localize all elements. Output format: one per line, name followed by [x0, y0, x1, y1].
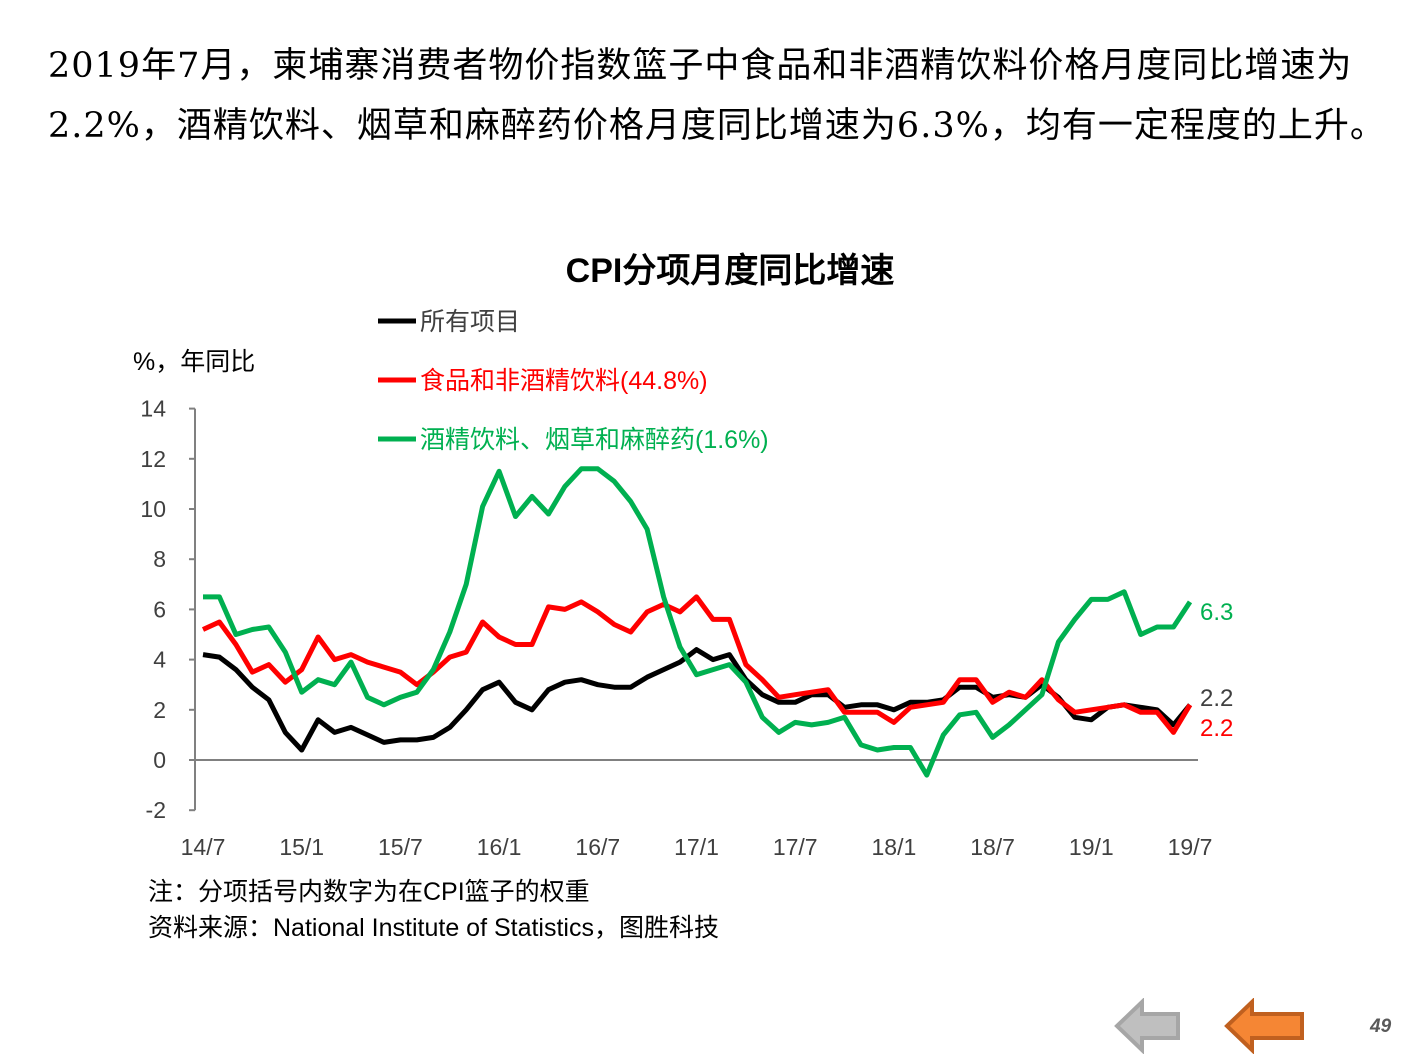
- y-tick-label: 8: [153, 546, 166, 572]
- y-tick-label: 6: [153, 596, 166, 622]
- y-tick-label: 0: [153, 747, 166, 773]
- left-arrow-icon: [1114, 998, 1180, 1054]
- y-tick-label: 2: [153, 697, 166, 723]
- end-value-label: 2.2: [1200, 685, 1233, 712]
- x-tick-label: 18/7: [970, 834, 1015, 860]
- series-group: 2.2 2.2 6.3: [201, 466, 1233, 778]
- series-line-2: [203, 466, 1193, 778]
- x-tick-label: 19/7: [1168, 834, 1213, 860]
- chart-note: 注：分项括号内数字为在CPI篮子的权重: [148, 878, 590, 906]
- series-line-1: [201, 594, 1193, 735]
- y-tick-label: 12: [140, 446, 166, 472]
- chart-source: 资料来源：National Institute of Statistics，图胜…: [148, 914, 719, 942]
- chart-title: CPI分项月度同比增速: [566, 252, 895, 290]
- y-tick-label: -2: [146, 797, 166, 823]
- intro-paragraph: 2019年7月，柬埔寨消费者物价指数篮子中食品和非酒精饮料价格月度同比增速为2.…: [48, 46, 1386, 146]
- y-tick-label: 10: [140, 496, 166, 522]
- y-tick-label: 4: [153, 647, 166, 673]
- legend-label: 酒精饮料、烟草和麻醉药(1.6%): [420, 426, 769, 454]
- x-tick-label: 17/7: [773, 834, 818, 860]
- back-arrow-button[interactable]: [1114, 998, 1182, 1054]
- x-tick-label: 14/7: [181, 834, 226, 860]
- x-tick-label: 18/1: [872, 834, 917, 860]
- x-tick-label: 16/1: [477, 834, 522, 860]
- x-tick-label: 17/1: [674, 834, 719, 860]
- previous-arrow-button[interactable]: [1224, 998, 1306, 1054]
- page-number: 49: [1370, 1016, 1392, 1037]
- y-tick-label: 14: [140, 396, 166, 422]
- legend-label: 所有项目: [420, 308, 520, 336]
- x-tick-label: 16/7: [575, 834, 620, 860]
- x-tick-label: 15/7: [378, 834, 423, 860]
- axes: 14 12 10 8 6 4 2 0 -2 14/7 15/1 15/7 16/1 16/7 17/1 17/…: [140, 396, 1212, 860]
- end-value-label: 6.3: [1200, 599, 1233, 626]
- legend-label: 食品和非酒精饮料(44.8%): [420, 367, 708, 395]
- x-tick-label: 15/1: [279, 834, 324, 860]
- left-arrow-icon: [1224, 998, 1304, 1054]
- x-tick-label: 19/1: [1069, 834, 1114, 860]
- end-value-label: 2.2: [1200, 715, 1233, 742]
- y-axis-label: %，年同比: [133, 348, 255, 376]
